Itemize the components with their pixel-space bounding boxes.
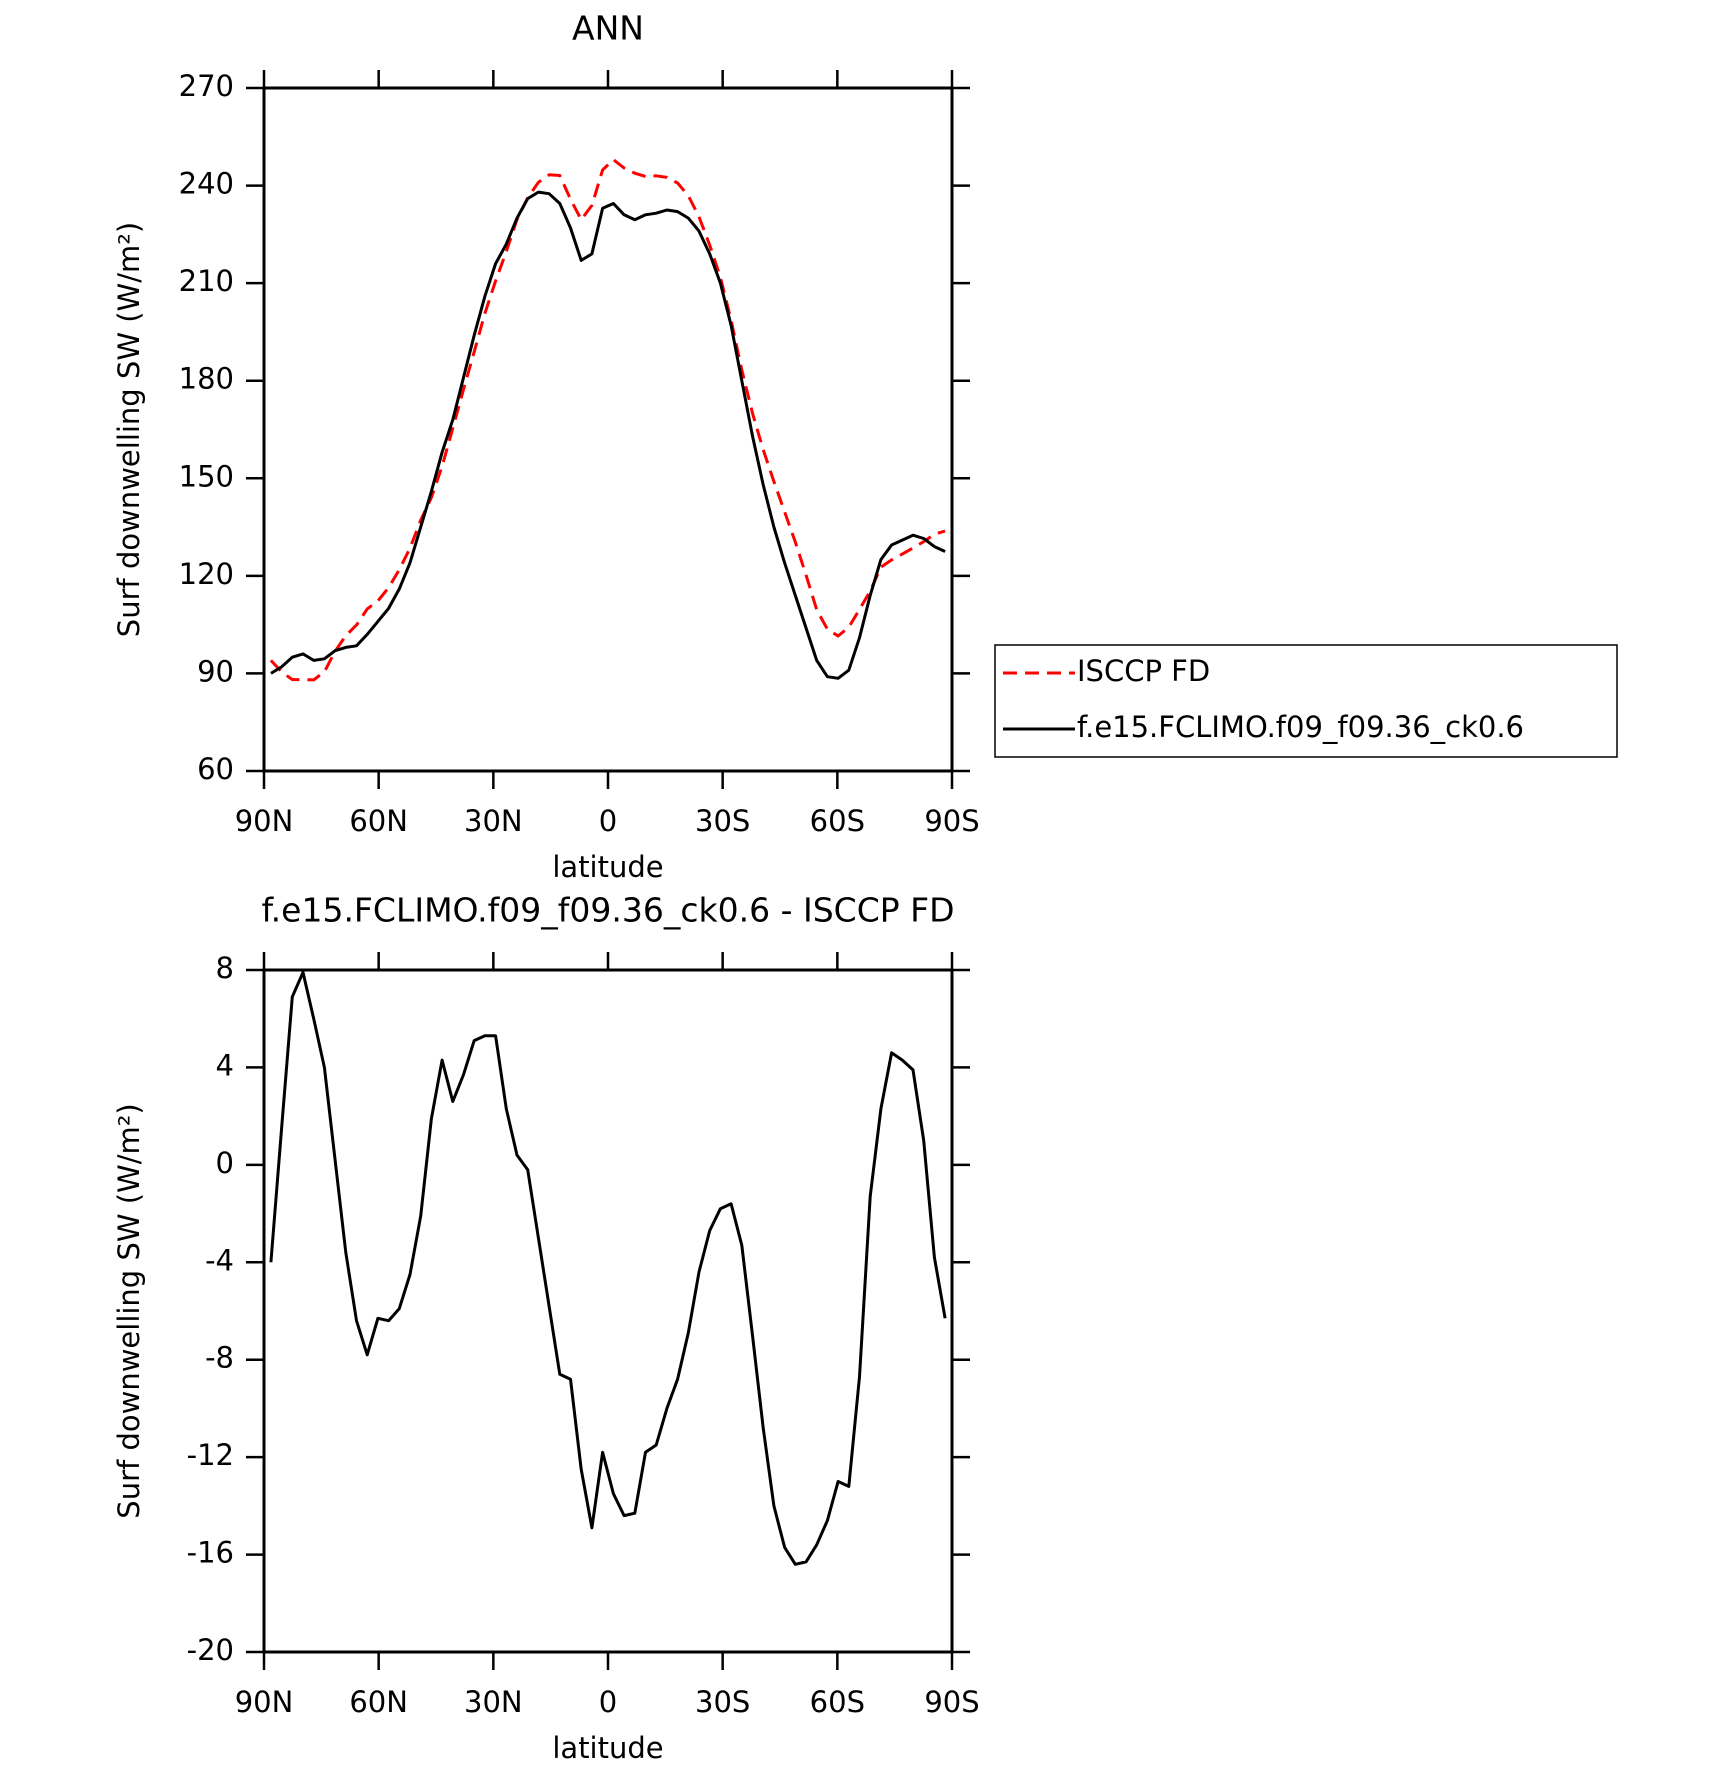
x-tick-label: 60N (349, 1685, 408, 1719)
x-tick-label: 60N (349, 804, 408, 838)
chart-title: ANN (572, 9, 644, 48)
y-tick-label: 120 (179, 557, 234, 591)
x-tick-label: 90S (924, 804, 979, 838)
x-axis-label: latitude (552, 1731, 663, 1765)
x-tick-label: 90S (924, 1685, 979, 1719)
y-tick-label: 60 (197, 752, 234, 786)
y-tick-label: 180 (179, 362, 234, 396)
legend-label: f.e15.FCLIMO.f09_f09.36_ck0.6 (1077, 710, 1524, 744)
x-tick-label: 90N (235, 804, 294, 838)
y-tick-label: -4 (205, 1243, 234, 1277)
x-tick-label: 30N (464, 804, 523, 838)
x-tick-label: 60S (810, 1685, 865, 1719)
x-tick-label: 0 (599, 804, 617, 838)
x-tick-label: 30S (695, 804, 750, 838)
y-tick-label: 8 (216, 951, 234, 985)
y-axis-label: Surf downwelling SW (W/m²) (112, 222, 146, 637)
y-tick-label: 270 (179, 69, 234, 103)
legend-box (994, 644, 1618, 758)
x-tick-label: 0 (599, 1685, 617, 1719)
y-tick-label: 150 (179, 459, 234, 493)
series-line (270, 190, 946, 680)
plot-frame (262, 86, 954, 773)
x-tick-label: 60S (810, 804, 865, 838)
y-tick-label: -12 (187, 1438, 234, 1472)
x-axis-label: latitude (552, 850, 663, 884)
y-tick-label: 0 (216, 1146, 234, 1180)
y-tick-label: -16 (187, 1536, 234, 1570)
x-tick-label: 30N (464, 1685, 523, 1719)
x-tick-label: 90N (235, 1685, 294, 1719)
y-tick-label: 240 (179, 167, 234, 201)
y-tick-label: 4 (216, 1048, 234, 1082)
chart-title: f.e15.FCLIMO.f09_f09.36_ck0.6 - ISCCP FD (261, 891, 954, 930)
y-axis-label: Surf downwelling SW (W/m²) (112, 1103, 146, 1518)
y-tick-label: -8 (205, 1341, 234, 1375)
series-line (269, 158, 946, 682)
y-tick-label: 210 (179, 264, 234, 298)
plot-frame (262, 968, 954, 1654)
y-tick-label: 90 (197, 654, 234, 688)
data-line (269, 970, 947, 1566)
x-tick-label: 30S (695, 1685, 750, 1719)
y-tick-label: -20 (187, 1633, 234, 1667)
legend-label: ISCCP FD (1077, 654, 1210, 688)
